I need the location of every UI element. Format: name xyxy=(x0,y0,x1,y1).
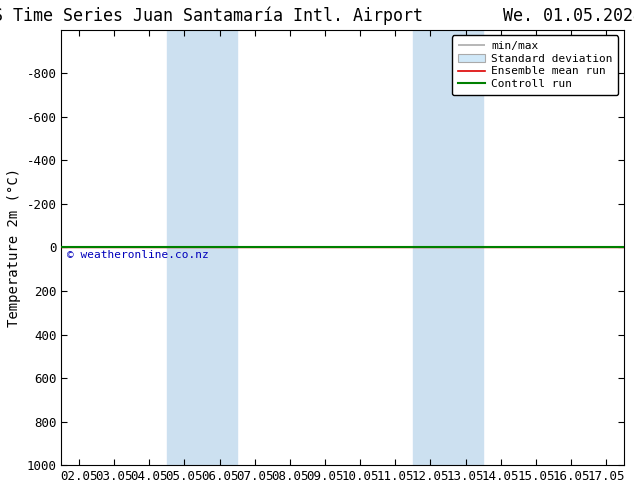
Bar xyxy=(413,30,483,465)
Text: © weatheronline.co.nz: © weatheronline.co.nz xyxy=(67,250,209,260)
Title: ENS Time Series Juan Santamaría Intl. Airport        We. 01.05.2024 18 UTC: ENS Time Series Juan Santamaría Intl. Ai… xyxy=(0,7,634,25)
Legend: min/max, Standard deviation, Ensemble mean run, Controll run: min/max, Standard deviation, Ensemble me… xyxy=(452,35,618,95)
Bar xyxy=(167,30,237,465)
Y-axis label: Temperature 2m (°C): Temperature 2m (°C) xyxy=(7,168,21,327)
